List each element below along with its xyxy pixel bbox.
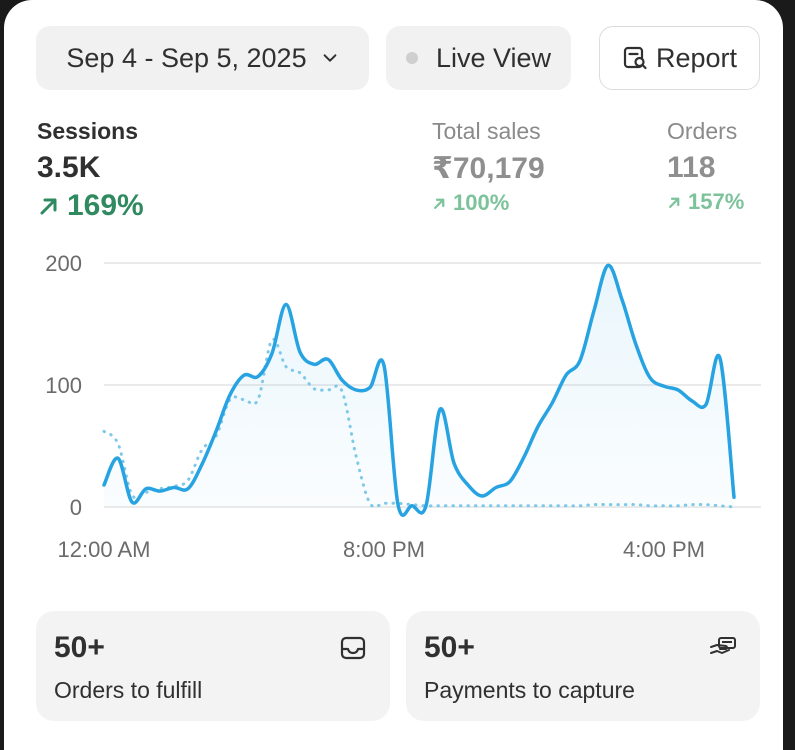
metric-delta: 100% [432, 190, 545, 216]
tile-label: Payments to capture [424, 677, 635, 703]
metric-value: ₹70,179 [432, 152, 545, 185]
metric-label: Sessions [37, 118, 138, 144]
metric-delta-value: 169% [67, 189, 144, 222]
tile-count: 50+ [54, 631, 105, 664]
inbox-icon [340, 636, 366, 660]
metric-label: Orders [667, 118, 738, 144]
metric-label: Total sales [432, 118, 541, 144]
x-tick-label: 12:00 AM [58, 537, 151, 562]
metric-value: 3.5K [37, 151, 101, 184]
y-tick-label: 0 [70, 495, 82, 520]
metric-delta-value: 100% [453, 190, 510, 215]
current-series-line [102, 263, 736, 517]
arrow-up-right-icon [669, 197, 680, 208]
date-range-button[interactable]: Sep 4 - Sep 5, 2025 [36, 26, 369, 90]
x-tick-label: 8:00 PM [343, 537, 425, 562]
analytics-card: Sep 4 - Sep 5, 2025 Live View Report Ses… [4, 0, 783, 750]
live-view-label: Live View [435, 42, 552, 73]
chevron-down-icon [323, 54, 336, 62]
y-tick-label: 100 [45, 373, 82, 398]
live-status-dot-icon [405, 52, 418, 64]
arrow-up-right-icon [434, 198, 445, 209]
live-view-button[interactable]: Live View [386, 26, 571, 90]
arrow-up-right-icon [40, 198, 57, 215]
metric-delta-value: 157% [688, 189, 745, 214]
metric-sessions[interactable]: Sessions 3.5K 169% [37, 118, 144, 223]
report-button[interactable]: Report [599, 26, 760, 90]
tile-label: Orders to fulfill [54, 677, 203, 703]
toolbar: Sep 4 - Sep 5, 2025 Live View Report [36, 26, 760, 90]
metric-total-sales[interactable]: Total sales ₹70,179 100% [432, 118, 545, 216]
report-label: Report [655, 42, 738, 73]
y-tick-label: 200 [45, 251, 82, 276]
metric-delta: 157% [667, 189, 744, 215]
metric-value: 118 [667, 151, 716, 184]
current-series-area [104, 265, 734, 516]
metric-delta: 169% [37, 189, 144, 223]
hand-card-icon [710, 637, 736, 654]
orders-to-fulfill-card[interactable]: 50+ Orders to fulfill [36, 611, 390, 721]
payments-to-capture-card[interactable]: 50+ Payments to capture [406, 611, 760, 721]
date-range-label: Sep 4 - Sep 5, 2025 [66, 42, 307, 73]
sessions-line-chart[interactable]: 0 100 200 12:00 AM 8:00 PM 4:00 PM [4, 240, 783, 570]
tile-count: 50+ [424, 631, 475, 664]
metrics-row: Sessions 3.5K 169% Total sales ₹70,179 1… [37, 118, 757, 228]
report-search-icon [623, 46, 647, 70]
metric-orders[interactable]: Orders 118 157% [667, 118, 744, 215]
x-tick-label: 4:00 PM [623, 537, 705, 562]
